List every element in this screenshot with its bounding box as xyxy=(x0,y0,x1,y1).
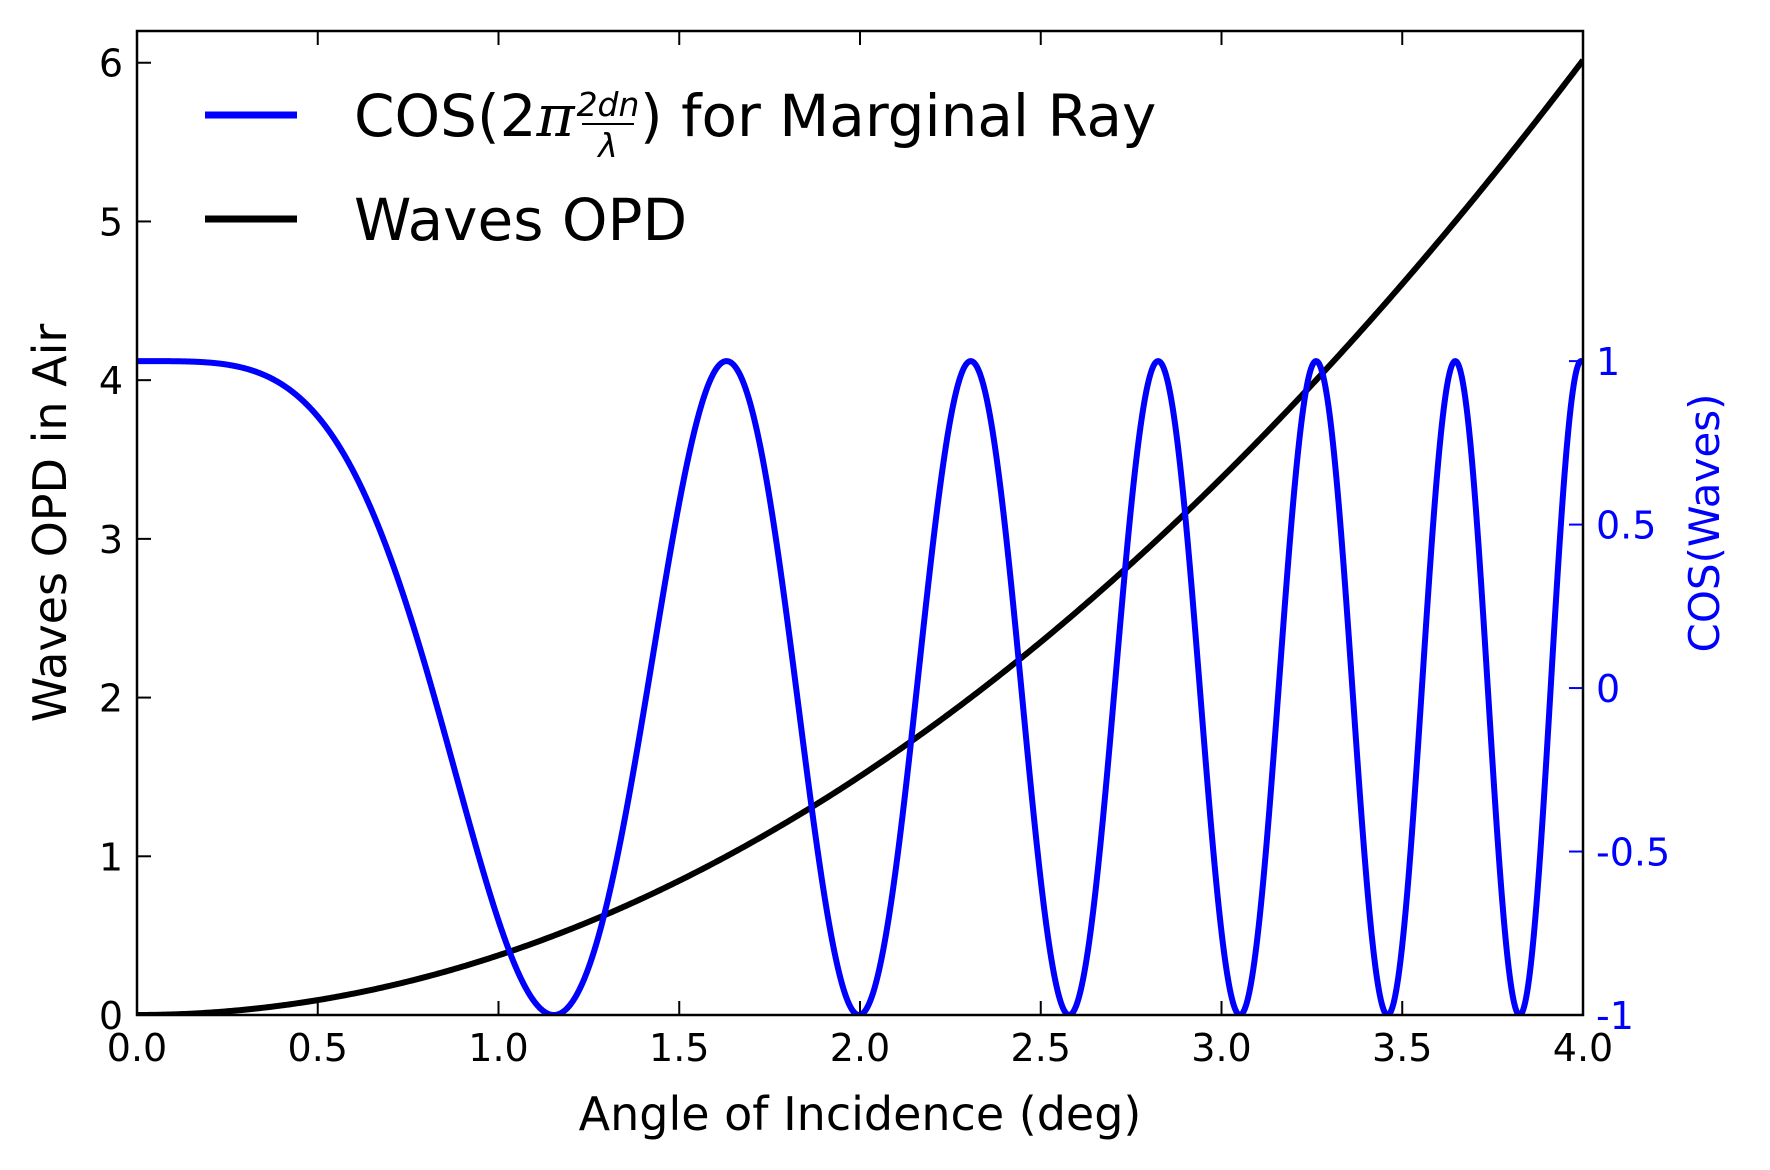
legend-frac-den: λ xyxy=(596,126,618,165)
y-left-tick-label: 3 xyxy=(99,518,123,562)
plot-frame xyxy=(135,29,1585,1017)
x-tick-label: 2.5 xyxy=(1011,1026,1071,1070)
x-tick-label: 2.0 xyxy=(830,1026,890,1070)
x-tick-label: 1.5 xyxy=(649,1026,709,1070)
legend-label-cos-suffix: ) for Marginal Ray xyxy=(640,82,1156,150)
y-left-tick-label: 4 xyxy=(99,359,123,403)
y-axis-right-label: COS(Waves) xyxy=(1680,394,1729,653)
x-tick-label: 3.0 xyxy=(1191,1026,1251,1070)
y-right-tick-label: -0.5 xyxy=(1596,831,1670,875)
legend: COS(2π 2dn λ ) for Marginal Ray Waves OP… xyxy=(205,82,1156,254)
legend-label-cos: COS(2π xyxy=(354,82,576,150)
series-line-waves-opd xyxy=(137,58,1583,1015)
y-right-tick-label: 0.5 xyxy=(1596,504,1656,548)
x-tick-label: 0.5 xyxy=(288,1026,348,1070)
x-axis-label: Angle of Incidence (deg) xyxy=(579,1087,1142,1141)
series-line-cos-marginal-ray xyxy=(137,358,1583,1015)
y-left-tick-label: 6 xyxy=(99,42,123,86)
y-axis-left-label: Waves OPD in Air xyxy=(23,324,77,723)
y-left-tick-label: 2 xyxy=(99,677,123,721)
x-tick-label: 1.0 xyxy=(468,1026,528,1070)
legend-label-opd: Waves OPD xyxy=(354,186,687,254)
legend-frac-num: 2dn xyxy=(577,85,640,124)
y-right-tick-label: 0 xyxy=(1596,667,1620,711)
x-tick-label: 0.0 xyxy=(107,1026,167,1070)
x-tick-label: 3.5 xyxy=(1372,1026,1432,1070)
y-left-tick-label: 0 xyxy=(99,994,123,1038)
y-right-tick-label: -1 xyxy=(1596,994,1634,1038)
x-tick-label: 4.0 xyxy=(1553,1026,1613,1070)
y-right-tick-label: 1 xyxy=(1596,340,1620,384)
y-left-tick-label: 5 xyxy=(99,200,123,244)
y-left-tick-label: 1 xyxy=(99,835,123,879)
